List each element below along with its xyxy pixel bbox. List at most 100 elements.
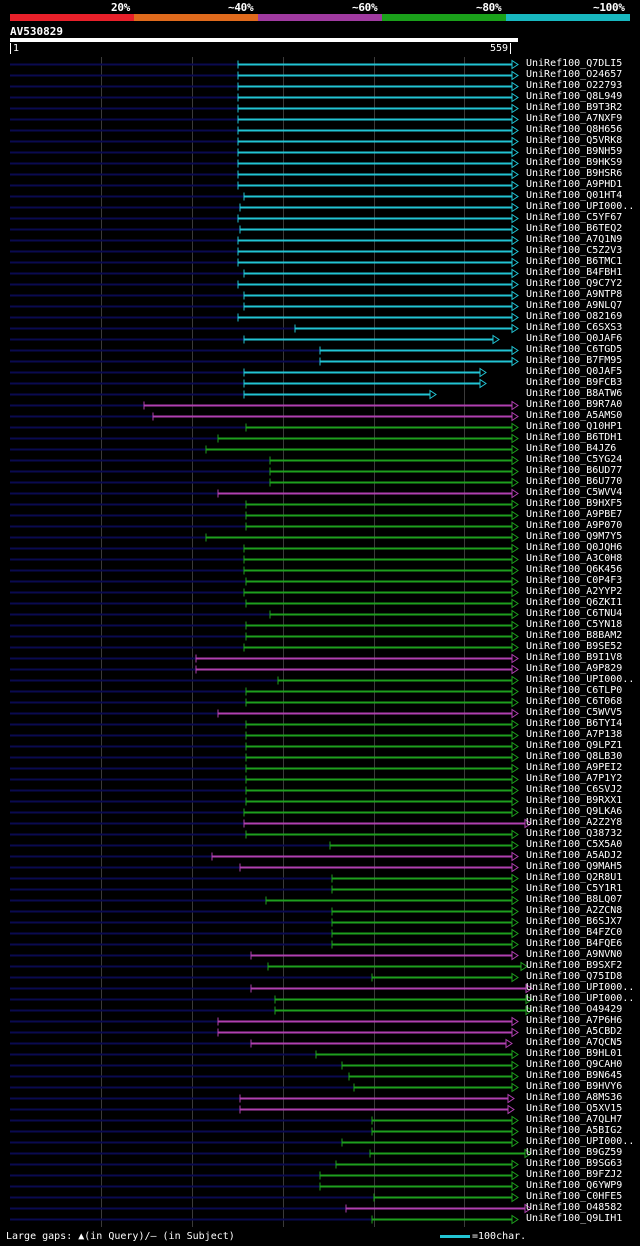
hit-label[interactable]: UniRef100_B9FCB3 xyxy=(526,377,623,388)
hit-label[interactable]: UniRef100_O22793 xyxy=(526,80,623,91)
hit-label[interactable]: UniRef100_B6TEQ2 xyxy=(526,223,623,234)
hit-label[interactable]: UniRef100_C5YF67 xyxy=(526,212,623,223)
hit-label[interactable]: UniRef100_C5Z2V3 xyxy=(526,245,623,256)
hit-label[interactable]: UniRef100_B9N645 xyxy=(526,1070,623,1081)
hit-label[interactable]: UniRef100_C5Y1R1 xyxy=(526,883,623,894)
hit-label[interactable]: UniRef100_C5X5A0 xyxy=(526,839,623,850)
hit-label[interactable]: UniRef100_Q9M7Y5 xyxy=(526,531,623,542)
hit-label[interactable]: UniRef100_A2ZCN8 xyxy=(526,905,623,916)
hit-label[interactable]: UniRef100_Q8L949 xyxy=(526,91,623,102)
hit-label[interactable]: UniRef100_B9SXF2 xyxy=(526,960,623,971)
hit-label[interactable]: UniRef100_B4FQE6 xyxy=(526,938,623,949)
hit-label[interactable]: UniRef100_Q0JAF5 xyxy=(526,366,623,377)
hit-label[interactable]: UniRef100_B8BAM2 xyxy=(526,630,623,641)
hit-label[interactable]: UniRef100_A7P6H6 xyxy=(526,1015,623,1026)
hit-label[interactable]: UniRef100_C6T068 xyxy=(526,696,623,707)
hit-label[interactable]: UniRef100_C6TGD5 xyxy=(526,344,623,355)
hit-label[interactable]: UniRef100_Q9LIH1 xyxy=(526,1213,623,1224)
hit-label[interactable]: UniRef100_B6SJX7 xyxy=(526,916,623,927)
hit-label[interactable]: UniRef100_A7NXF9 xyxy=(526,113,623,124)
hit-label[interactable]: UniRef100_A9P070 xyxy=(526,520,623,531)
hit-label[interactable]: UniRef100_UPI000.. xyxy=(526,1136,635,1147)
hit-label[interactable]: UniRef100_B9T3R2 xyxy=(526,102,623,113)
hit-label[interactable]: UniRef100_A7QLH7 xyxy=(526,1114,623,1125)
hit-label[interactable]: UniRef100_A7P138 xyxy=(526,729,623,740)
hit-label[interactable]: UniRef100_B6UD77 xyxy=(526,465,623,476)
hit-label[interactable]: UniRef100_B9HSR6 xyxy=(526,168,623,179)
hit-label[interactable]: UniRef100_B9FZJ2 xyxy=(526,1169,623,1180)
hit-label[interactable]: UniRef100_C0HFE5 xyxy=(526,1191,623,1202)
hit-label[interactable]: UniRef100_Q9C7Y2 xyxy=(526,278,623,289)
hit-label[interactable]: UniRef100_A5BIG2 xyxy=(526,1125,623,1136)
hit-label[interactable]: UniRef100_A5CBD2 xyxy=(526,1026,623,1037)
hit-label[interactable]: UniRef100_Q5XV15 xyxy=(526,1103,623,1114)
hit-label[interactable]: UniRef100_Q7DLI5 xyxy=(526,58,623,69)
hit-label[interactable]: UniRef100_B9GZ59 xyxy=(526,1147,623,1158)
hit-label[interactable]: UniRef100_Q2R8U1 xyxy=(526,872,623,883)
hit-label[interactable]: UniRef100_Q6ZKI1 xyxy=(526,597,623,608)
hit-label[interactable]: UniRef100_C5WVV5 xyxy=(526,707,623,718)
hit-label[interactable]: UniRef100_C6TNU4 xyxy=(526,608,623,619)
hit-label[interactable]: UniRef100_Q9MAH5 xyxy=(526,861,623,872)
hit-label[interactable]: UniRef100_Q6K456 xyxy=(526,564,623,575)
hit-label[interactable]: UniRef100_B9HXF5 xyxy=(526,498,623,509)
hit-label[interactable]: UniRef100_Q0JAF6 xyxy=(526,333,623,344)
hit-label[interactable]: UniRef100_A5ADJ2 xyxy=(526,850,623,861)
hit-label[interactable]: UniRef100_A9NVN0 xyxy=(526,949,623,960)
hit-label[interactable]: UniRef100_Q6YWP9 xyxy=(526,1180,623,1191)
hit-label[interactable]: UniRef100_C5YG24 xyxy=(526,454,623,465)
hit-label[interactable]: UniRef100_A9NLQ7 xyxy=(526,300,623,311)
hit-label[interactable]: UniRef100_B6TDH1 xyxy=(526,432,623,443)
hit-label[interactable]: UniRef100_Q8LB30 xyxy=(526,751,623,762)
hit-label[interactable]: UniRef100_A7P1Y2 xyxy=(526,773,623,784)
hit-label[interactable]: UniRef100_B7FM95 xyxy=(526,355,623,366)
hit-label[interactable]: UniRef100_A9PEI2 xyxy=(526,762,623,773)
hit-label[interactable]: UniRef100_C6TLP0 xyxy=(526,685,623,696)
hit-label[interactable]: UniRef100_Q5VRK8 xyxy=(526,135,623,146)
hit-label[interactable]: UniRef100_B6TMC1 xyxy=(526,256,623,267)
hit-label[interactable]: UniRef100_Q9CAH0 xyxy=(526,1059,623,1070)
hit-label[interactable]: UniRef100_A7QCN5 xyxy=(526,1037,623,1048)
hit-label[interactable]: UniRef100_UPI000.. xyxy=(526,674,635,685)
hit-label[interactable]: UniRef100_B9HL01 xyxy=(526,1048,623,1059)
hit-label[interactable]: UniRef100_Q8H656 xyxy=(526,124,623,135)
hit-label[interactable]: UniRef100_B9SE52 xyxy=(526,641,623,652)
hit-label[interactable]: UniRef100_B8ATW6 xyxy=(526,388,623,399)
hit-label[interactable]: UniRef100_B9SG63 xyxy=(526,1158,623,1169)
hit-label[interactable]: UniRef100_B6TYI4 xyxy=(526,718,623,729)
hit-label[interactable]: UniRef100_B9R7A0 xyxy=(526,399,623,410)
hit-label[interactable]: UniRef100_B4FZC0 xyxy=(526,927,623,938)
hit-label[interactable]: UniRef100_B9RXX1 xyxy=(526,795,623,806)
hit-label[interactable]: UniRef100_A9P829 xyxy=(526,663,623,674)
hit-label[interactable]: UniRef100_B9HVY6 xyxy=(526,1081,623,1092)
hit-label[interactable]: UniRef100_C6SXS3 xyxy=(526,322,623,333)
hit-label[interactable]: UniRef100_UPI000.. xyxy=(526,993,635,1004)
hit-label[interactable]: UniRef100_B9HKS9 xyxy=(526,157,623,168)
hit-label[interactable]: UniRef100_B4JZ6 xyxy=(526,443,617,454)
hit-label[interactable]: UniRef100_B8LQ07 xyxy=(526,894,623,905)
hit-label[interactable]: UniRef100_Q9LPZ1 xyxy=(526,740,623,751)
hit-label[interactable]: UniRef100_A7Q1N9 xyxy=(526,234,623,245)
hit-label[interactable]: UniRef100_O24657 xyxy=(526,69,623,80)
hit-label[interactable]: UniRef100_B4FBH1 xyxy=(526,267,623,278)
hit-label[interactable]: UniRef100_B9I1V8 xyxy=(526,652,623,663)
hit-label[interactable]: UniRef100_Q75ID8 xyxy=(526,971,623,982)
hit-label[interactable]: UniRef100_A8MS36 xyxy=(526,1092,623,1103)
hit-label[interactable]: UniRef100_B6U770 xyxy=(526,476,623,487)
hit-label[interactable]: UniRef100_UPI000.. xyxy=(526,201,635,212)
hit-label[interactable]: UniRef100_A5AMS0 xyxy=(526,410,623,421)
hit-label[interactable]: UniRef100_Q0JQH6 xyxy=(526,542,623,553)
hit-label[interactable]: UniRef100_Q38732 xyxy=(526,828,623,839)
hit-label[interactable]: UniRef100_C5YN18 xyxy=(526,619,623,630)
hit-label[interactable]: UniRef100_B9NH59 xyxy=(526,146,623,157)
hit-label[interactable]: UniRef100_A2Z2Y8 xyxy=(526,817,623,828)
hit-label[interactable]: UniRef100_O48582 xyxy=(526,1202,623,1213)
hit-label[interactable]: UniRef100_A2YYP2 xyxy=(526,586,623,597)
hit-label[interactable]: UniRef100_A3C0H8 xyxy=(526,553,623,564)
hit-label[interactable]: UniRef100_O82169 xyxy=(526,311,623,322)
hit-label[interactable]: UniRef100_A9NTP8 xyxy=(526,289,623,300)
hit-label[interactable]: UniRef100_A9PHD1 xyxy=(526,179,623,190)
hit-label[interactable]: UniRef100_Q01HT4 xyxy=(526,190,623,201)
hit-label[interactable]: UniRef100_Q10HP1 xyxy=(526,421,623,432)
hit-label[interactable]: UniRef100_C5WVV4 xyxy=(526,487,623,498)
